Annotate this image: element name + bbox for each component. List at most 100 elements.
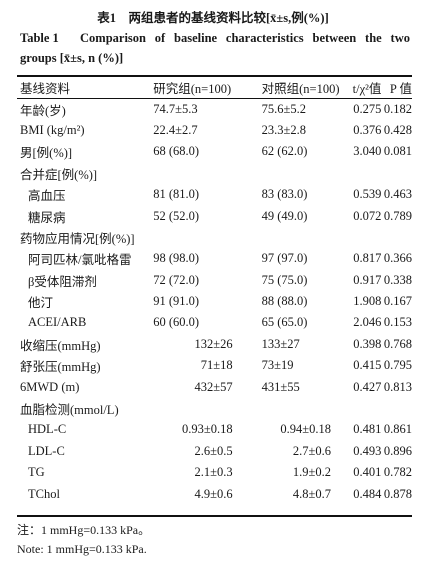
note-en: Note: 1 mmHg=0.133 kPa. [17,542,147,556]
row-test-stat [347,227,381,248]
row-p-value [381,163,412,184]
row-control-group [259,163,347,184]
header-col2: 研究组(n=100) [153,82,232,97]
top-rule [17,75,412,77]
row-label: LDL-C [28,443,65,458]
row-test-stat: 0.401 [353,465,382,480]
row-test-stat: 0.376 [353,122,382,137]
row-test-stat: 0.493 [353,443,382,458]
table-row: 阿司匹林/氯吡格雷 98 (98.0) 97 (97.0) 0.817 0.366 [17,248,412,269]
header-col1: 基线资料 [20,82,71,97]
row-label: 合并症[例(%)] [20,167,98,182]
header-col4: t/χ²值 [352,82,382,97]
row-p-value: 0.789 [383,208,412,223]
row-study-group: 432±57 [194,379,233,394]
row-control-group [259,398,347,419]
table-row: 糖尿病 52 (52.0) 49 (49.0) 0.072 0.789 [17,205,412,226]
row-label: 阿司匹林/氯吡格雷 [28,253,132,268]
row-test-stat [347,398,381,419]
row-control-group: 83 (83.0) [261,187,308,202]
table-row: 血脂检测(mmol/L) [17,398,412,419]
row-study-group: 91 (91.0) [153,294,200,309]
row-label: 6MWD (m) [20,379,80,394]
row-label: 收缩压(mmHg) [20,338,101,353]
row-control-group: 133±27 [261,336,300,351]
table-row: HDL-C 0.93±0.18 0.94±0.18 0.481 0.861 [17,419,412,440]
row-control-group: 23.3±2.8 [261,122,306,137]
table-row: BMI (kg/m²) 22.4±2.7 23.3±2.8 0.376 0.428 [17,120,412,141]
row-label: ACEI/ARB [28,315,87,330]
row-test-stat: 0.817 [353,251,382,266]
row-p-value: 0.768 [383,336,412,351]
row-label: 药物应用情况[例(%)] [20,231,135,246]
table-row: TG 2.1±0.3 1.9±0.2 0.401 0.782 [17,462,412,483]
row-test-stat: 0.917 [353,272,382,287]
table-row: 高血压 81 (81.0) 83 (83.0) 0.539 0.463 [17,184,412,205]
row-study-group: 60 (60.0) [153,315,200,330]
row-label: 他汀 [28,296,54,311]
row-p-value: 0.338 [383,272,412,287]
row-test-stat: 0.398 [353,336,382,351]
row-label: β受体阻滞剂 [28,274,97,289]
row-p-value: 0.182 [383,101,412,116]
header-rule [17,98,412,99]
row-study-group [150,398,258,419]
row-label: 血脂检测(mmol/L) [20,403,119,418]
row-study-group: 81 (81.0) [153,187,200,202]
table-row: 收缩压(mmHg) 132±26 133±27 0.398 0.768 [17,334,412,355]
row-label: 年龄(岁) [20,103,66,118]
row-label: 舒张压(mmHg) [20,360,101,375]
row-control-group: 0.94±0.18 [280,422,332,437]
row-control-group: 65 (65.0) [261,315,308,330]
row-study-group: 132±26 [194,336,233,351]
table-row: ACEI/ARB 60 (60.0) 65 (65.0) 2.046 0.153 [17,312,412,333]
row-study-group: 74.7±5.3 [153,101,198,116]
row-p-value: 0.081 [383,144,412,159]
row-label: HDL-C [28,422,67,437]
row-control-group [259,227,347,248]
caption-en-line2: groups [x̄±s, n (%)] [20,51,124,65]
table-row: 合并症[例(%)] [17,163,412,184]
row-label: 男[例(%)] [20,146,73,161]
caption-en-label: Table 1 [20,31,59,45]
table-row: 6MWD (m) 432±57 431±55 0.427 0.813 [17,376,412,397]
row-study-group: 68 (68.0) [153,144,200,159]
row-label: TChol [28,486,60,501]
row-study-group: 72 (72.0) [153,272,200,287]
row-study-group [150,227,258,248]
row-test-stat: 0.539 [353,187,382,202]
row-control-group: 88 (88.0) [261,294,308,309]
row-p-value: 0.366 [383,251,412,266]
table-row: β受体阻滞剂 72 (72.0) 75 (75.0) 0.917 0.338 [17,270,412,291]
row-control-group: 2.7±0.6 [292,443,332,458]
row-control-group: 75 (75.0) [261,272,308,287]
row-study-group: 0.93±0.18 [182,422,233,437]
row-p-value: 0.428 [383,122,412,137]
row-p-value: 0.463 [383,187,412,202]
table-row: 年龄(岁) 74.7±5.3 75.6±5.2 0.275 0.182 [17,98,412,119]
row-control-group: 1.9±0.2 [292,465,332,480]
row-control-group: 49 (49.0) [261,208,308,223]
row-control-group: 62 (62.0) [261,144,308,159]
row-control-group: 431±55 [261,379,300,394]
row-p-value: 0.167 [383,294,412,309]
table-row: TChol 4.9±0.6 4.8±0.7 0.484 0.878 [17,483,412,504]
row-test-stat: 0.484 [353,486,382,501]
row-test-stat: 0.415 [353,358,382,373]
row-test-stat: 2.046 [353,315,382,330]
row-p-value: 0.795 [383,358,412,373]
row-study-group: 71±18 [200,358,233,373]
table-row: 他汀 91 (91.0) 88 (88.0) 1.908 0.167 [17,291,412,312]
row-test-stat: 0.072 [353,208,382,223]
row-study-group: 98 (98.0) [153,251,200,266]
row-p-value: 0.878 [383,486,412,501]
row-p-value [381,227,412,248]
row-test-stat: 3.040 [353,144,382,159]
row-study-group: 22.4±2.7 [153,122,198,137]
row-p-value: 0.782 [383,465,412,480]
row-control-group: 73±19 [261,358,294,373]
row-study-group: 2.1±0.3 [194,465,233,480]
caption-cn: 表1 两组患者的基线资料比较[x̄±s,例(%)] [97,11,329,25]
table-row: LDL-C 2.6±0.5 2.7±0.6 0.493 0.896 [17,441,412,462]
row-test-stat: 0.275 [353,101,382,116]
